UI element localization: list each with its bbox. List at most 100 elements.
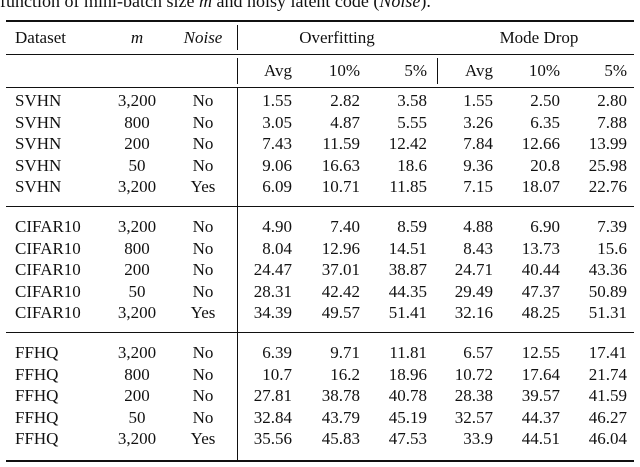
rule (6, 460, 634, 462)
cell: No (192, 260, 214, 280)
cell: 3.58 (397, 91, 427, 110)
cell: 43.36 (588, 260, 627, 280)
dataset-cell: SVHN (15, 177, 62, 197)
cell: 15.6 (597, 238, 627, 258)
subheader-cell: Avg (263, 61, 292, 80)
cell: 7.43 (262, 134, 292, 154)
dataset-cell: SVHN (15, 134, 62, 154)
subheader-cell: 5% (604, 61, 627, 80)
caption-text: Noise (379, 0, 421, 11)
cell: Yes (190, 303, 216, 323)
rule (6, 54, 634, 55)
cell: 16.2 (330, 364, 360, 384)
cell: 6.90 (530, 217, 560, 236)
cell: 11.59 (322, 134, 360, 154)
cell: 7.88 (597, 112, 627, 132)
header-cell: Dataset (15, 28, 66, 47)
cell: No (192, 91, 214, 110)
cell: 10.72 (454, 364, 493, 384)
cell: 13.99 (588, 134, 627, 154)
cell: 18.07 (521, 177, 560, 197)
subheader-cell: Avg (464, 61, 493, 80)
cell: 17.41 (588, 343, 627, 362)
cell: 40.78 (388, 386, 427, 406)
caption-text: function of mini-batch size (0, 0, 199, 11)
cell: 6.35 (530, 112, 560, 132)
cell: 4.90 (262, 217, 292, 236)
cell: 32.57 (454, 407, 493, 427)
cell: 38.78 (321, 386, 360, 406)
cell: No (192, 217, 214, 236)
cell: 45.83 (321, 429, 360, 449)
cell: 37.01 (321, 260, 360, 280)
cell: 44.37 (521, 407, 560, 427)
cell: 3,200 (117, 429, 157, 449)
cell: 20.8 (530, 155, 560, 175)
cell: 39.57 (521, 386, 560, 406)
cell: No (192, 364, 214, 384)
cell: 2.82 (330, 91, 360, 110)
cell: 32.84 (253, 407, 292, 427)
cell: 51.31 (588, 303, 627, 323)
dataset-cell: FFHQ (15, 343, 59, 362)
cell: 42.42 (321, 281, 360, 301)
dataset-cell: SVHN (15, 155, 62, 175)
cell: 200 (124, 386, 150, 406)
cell: No (192, 343, 214, 362)
cell: 43.79 (321, 407, 360, 427)
cell: No (192, 407, 214, 427)
rule (6, 332, 634, 333)
cell: 2.80 (597, 91, 627, 110)
cell: 16.63 (321, 155, 360, 175)
cell: 51.41 (388, 303, 427, 323)
cell: 800 (124, 112, 150, 132)
rule (237, 88, 238, 460)
cell: 11.81 (389, 343, 427, 362)
cell: 47.53 (388, 429, 427, 449)
cell: 50 (128, 281, 146, 301)
cell: 2.50 (530, 91, 560, 110)
cell: No (192, 281, 214, 301)
cell: 1.55 (463, 91, 493, 110)
cell: 44.51 (521, 429, 560, 449)
cell: 1.55 (262, 91, 292, 110)
rule (437, 58, 438, 84)
cell: 6.39 (262, 343, 292, 362)
subheader-cell: 10% (328, 61, 360, 80)
dataset-cell: CIFAR10 (15, 260, 81, 280)
cell: 28.31 (253, 281, 292, 301)
cell: 9.36 (463, 155, 493, 175)
cell: 800 (124, 364, 150, 384)
cell: 48.25 (521, 303, 560, 323)
subheader-cell: 10% (528, 61, 560, 80)
cell: Yes (190, 177, 216, 197)
cell: 3,200 (117, 217, 157, 236)
dataset-cell: SVHN (15, 91, 62, 110)
cell: 6.57 (463, 343, 493, 362)
cell: 6.09 (262, 177, 292, 197)
cell: 33.9 (463, 429, 493, 449)
cell: 21.74 (588, 364, 627, 384)
cell: 9.71 (330, 343, 360, 362)
cell: 3,200 (117, 343, 157, 362)
cell: 29.49 (454, 281, 493, 301)
cell: 25.98 (588, 155, 627, 175)
caption: function of mini-batch size m and noisy … (0, 0, 431, 11)
cell: 44.35 (388, 281, 427, 301)
cell: 8.43 (463, 238, 493, 258)
cell: 3,200 (117, 303, 157, 323)
cell: 5.55 (397, 112, 427, 132)
cell: No (192, 386, 214, 406)
cell: 40.44 (521, 260, 560, 280)
cell: 49.57 (321, 303, 360, 323)
cell: 50.89 (588, 281, 627, 301)
cell: 46.04 (588, 429, 627, 449)
cell: 47.37 (521, 281, 560, 301)
cell: 800 (124, 238, 150, 258)
cell: 7.39 (597, 217, 627, 236)
cell: 50 (128, 407, 146, 427)
rule (6, 20, 634, 22)
cell: 10.7 (262, 364, 292, 384)
rule (237, 58, 238, 84)
